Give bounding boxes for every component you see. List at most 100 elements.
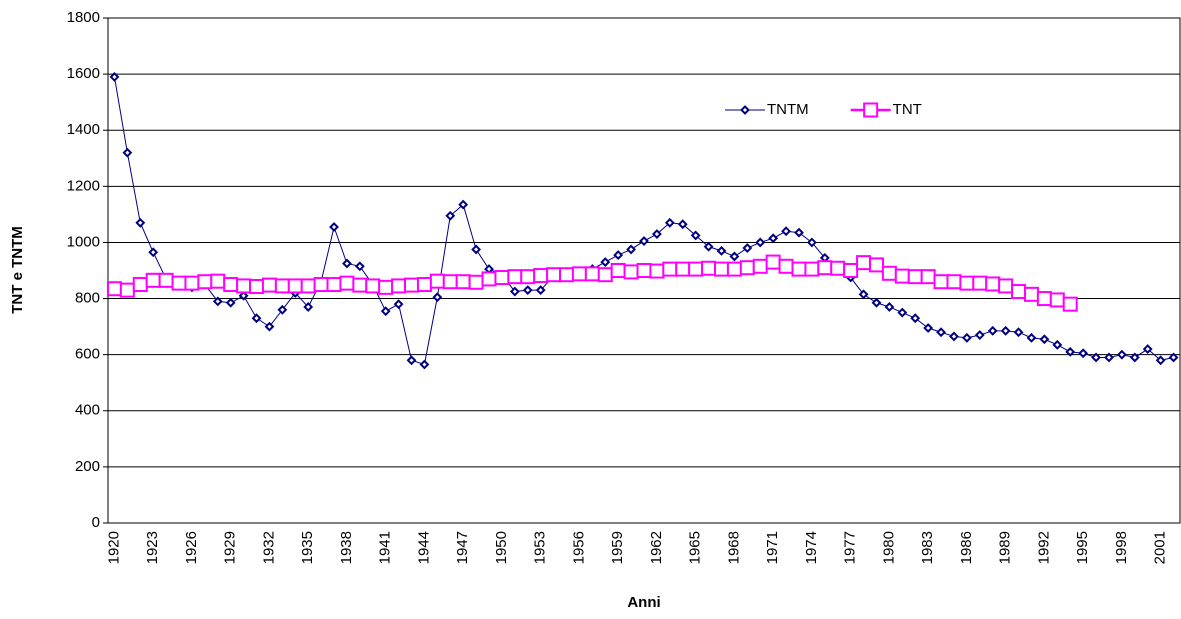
point bbox=[481, 271, 497, 287]
point bbox=[416, 277, 432, 293]
point bbox=[1155, 355, 1166, 366]
point bbox=[664, 217, 675, 228]
point bbox=[688, 261, 704, 277]
point bbox=[781, 226, 791, 237]
point bbox=[445, 210, 456, 221]
point bbox=[703, 241, 714, 252]
point bbox=[1129, 352, 1140, 363]
point bbox=[236, 278, 252, 294]
point bbox=[662, 261, 678, 277]
point bbox=[520, 269, 536, 285]
point bbox=[946, 274, 962, 290]
point bbox=[974, 330, 985, 340]
point bbox=[406, 355, 417, 366]
point bbox=[677, 219, 688, 230]
point bbox=[881, 265, 897, 281]
point bbox=[1062, 296, 1078, 312]
point bbox=[1168, 352, 1179, 363]
point bbox=[623, 264, 639, 280]
point bbox=[238, 290, 249, 301]
point bbox=[274, 278, 290, 294]
point bbox=[522, 285, 533, 296]
point bbox=[212, 296, 223, 307]
x-tick-label: 1932 bbox=[260, 531, 277, 564]
point bbox=[106, 281, 122, 297]
point bbox=[752, 258, 768, 274]
point bbox=[1142, 344, 1153, 354]
point bbox=[636, 263, 652, 278]
point bbox=[404, 277, 420, 293]
point bbox=[998, 278, 1014, 294]
point bbox=[432, 292, 443, 303]
point bbox=[884, 302, 895, 312]
point bbox=[287, 278, 303, 294]
point bbox=[768, 233, 779, 244]
point bbox=[455, 274, 471, 290]
point bbox=[652, 229, 662, 239]
point bbox=[342, 258, 352, 269]
point bbox=[949, 331, 959, 342]
x-tick-label: 1929 bbox=[222, 531, 239, 564]
point bbox=[429, 273, 445, 289]
point bbox=[354, 261, 365, 272]
point bbox=[365, 278, 381, 294]
point bbox=[380, 306, 391, 317]
point bbox=[778, 258, 794, 274]
point bbox=[1116, 349, 1127, 360]
point bbox=[701, 260, 717, 276]
x-tick-label: 1947 bbox=[454, 531, 471, 564]
point bbox=[313, 277, 329, 293]
point bbox=[985, 276, 1001, 292]
y-tick-label: 200 bbox=[75, 458, 100, 475]
point bbox=[132, 277, 148, 293]
y-tick-label: 0 bbox=[92, 514, 100, 531]
y-tick-label: 1600 bbox=[67, 65, 100, 82]
point bbox=[690, 230, 701, 241]
point bbox=[303, 302, 314, 312]
point bbox=[794, 227, 804, 238]
point bbox=[119, 282, 135, 298]
point bbox=[1104, 352, 1114, 363]
point bbox=[571, 266, 587, 282]
point bbox=[148, 247, 159, 258]
x-tick-label: 1962 bbox=[648, 531, 665, 564]
x-tick-label: 1950 bbox=[493, 531, 510, 564]
x-tick-label: 1998 bbox=[1113, 531, 1130, 564]
point bbox=[626, 244, 636, 255]
point bbox=[442, 274, 458, 290]
point bbox=[713, 261, 729, 277]
y-tick-label: 400 bbox=[75, 402, 100, 419]
point bbox=[817, 260, 833, 276]
x-tick-label: 2001 bbox=[1152, 531, 1169, 564]
point bbox=[1039, 334, 1050, 345]
x-tick-label: 1980 bbox=[880, 531, 897, 564]
x-tick-label: 1935 bbox=[299, 531, 316, 564]
y-tick-label: 1200 bbox=[67, 177, 100, 194]
point bbox=[791, 261, 807, 277]
point bbox=[1049, 292, 1065, 308]
point bbox=[868, 257, 884, 273]
point bbox=[613, 250, 624, 260]
point bbox=[546, 267, 562, 283]
point bbox=[264, 321, 275, 332]
point bbox=[197, 274, 213, 290]
point bbox=[610, 263, 626, 278]
point bbox=[739, 260, 755, 276]
point bbox=[755, 237, 766, 248]
point bbox=[145, 272, 161, 288]
point bbox=[223, 277, 239, 293]
point bbox=[225, 297, 236, 308]
point bbox=[109, 72, 120, 82]
y-tick-label: 1800 bbox=[67, 9, 100, 26]
point bbox=[1000, 325, 1011, 336]
point bbox=[1036, 291, 1052, 307]
point bbox=[1011, 284, 1027, 300]
point bbox=[471, 244, 482, 255]
point bbox=[858, 289, 869, 300]
point bbox=[261, 277, 277, 293]
point bbox=[378, 279, 394, 295]
point bbox=[535, 285, 546, 296]
point bbox=[907, 269, 923, 285]
point bbox=[122, 147, 133, 158]
x-tick-label: 1944 bbox=[415, 531, 432, 564]
